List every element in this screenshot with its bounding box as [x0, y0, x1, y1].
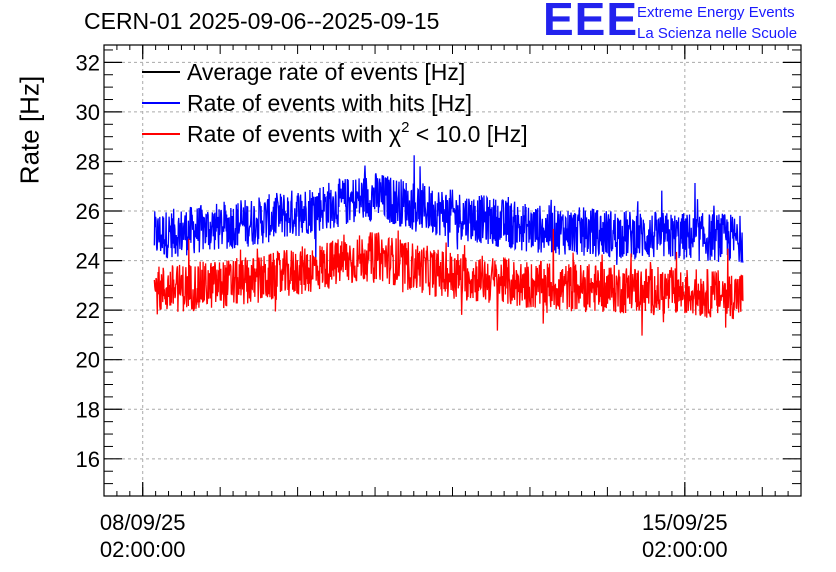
- y-axis: 16 18 20 22 24 26 28 30 32: [76, 49, 801, 485]
- chart-title: CERN-01 2025-09-06--2025-09-15: [84, 8, 440, 34]
- y-tick-label: 24: [76, 249, 100, 274]
- legend-chi2-suffix: < 10.0 [Hz]: [409, 121, 527, 147]
- legend-chi2-prefix: Rate of events with: [187, 121, 389, 147]
- y-tick-label: 20: [76, 348, 100, 373]
- y-tick-label: 30: [76, 100, 100, 125]
- y-tick-label: 26: [76, 199, 100, 224]
- legend-chi2-sup: 2: [401, 119, 409, 136]
- y-tick-label: 18: [76, 397, 100, 422]
- x-tick-label-time: 02:00:00: [642, 537, 728, 562]
- eee-logo-line2: La Scienza nelle Scuole: [637, 25, 798, 42]
- y-tick-label: 22: [76, 298, 100, 323]
- eee-logo: EEE: [543, 0, 639, 45]
- legend: Average rate of events [Hz] Rate of even…: [142, 59, 528, 147]
- legend-chi2-symbol: χ: [389, 121, 401, 147]
- legend-label-chi2: Rate of events with χ2 < 10.0 [Hz]: [187, 119, 528, 147]
- x-tick-label-date: 15/09/25: [642, 510, 728, 535]
- x-tick-label-date: 08/09/25: [100, 510, 186, 535]
- grid-lines: [104, 45, 801, 496]
- legend-label-hits: Rate of events with hits [Hz]: [187, 90, 472, 116]
- y-tick-label: 28: [76, 149, 100, 174]
- x-tick-label-time: 02:00:00: [100, 537, 186, 562]
- series-hits-line: [153, 155, 744, 266]
- legend-label-average: Average rate of events [Hz]: [187, 59, 465, 85]
- series-lines: [153, 155, 744, 336]
- y-tick-label: 32: [76, 50, 100, 75]
- eee-logo-line1: Extreme Energy Events: [637, 4, 795, 21]
- y-tick-label: 16: [76, 447, 100, 472]
- series-chi2-line: [153, 228, 744, 336]
